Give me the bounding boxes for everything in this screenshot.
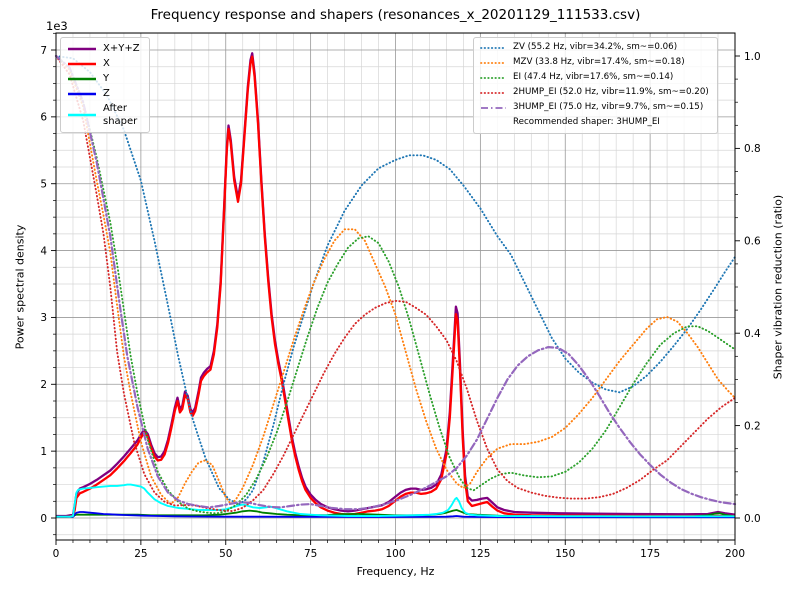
y-right-axis-label: Shaper vibration reduction (ratio)	[771, 194, 785, 380]
svg-text:0.8: 0.8	[744, 143, 761, 155]
curve-ei	[55, 55, 736, 515]
curve-after-shaper	[56, 483, 735, 518]
ei-legend-line-icon	[480, 77, 507, 79]
legend-item-y: Y	[67, 72, 140, 85]
2hump-ei-legend-line-icon	[480, 92, 507, 94]
svg-text:200: 200	[725, 548, 745, 560]
svg-text:175: 175	[640, 548, 660, 560]
svg-text:1: 1	[40, 446, 47, 458]
svg-text:0: 0	[40, 513, 47, 525]
y-legend-line-icon	[68, 77, 96, 80]
legend-label-mzv: MZV (33.8 Hz, vibr=17.4%, sm~=0.18)	[513, 57, 685, 68]
legend-item-2hump-ei: 2HUMP_EI (52.0 Hz, vibr=11.9%, sm~=0.20)	[480, 87, 709, 99]
curve-2hump-ei	[55, 55, 736, 513]
legend-label-z: Z	[103, 88, 110, 99]
sum-legend-line-icon	[68, 47, 96, 50]
y-left-axis-label: Power spectral density	[13, 224, 27, 350]
legend-label-x: X	[103, 58, 110, 69]
svg-text:1.0: 1.0	[744, 51, 761, 63]
y-axis-offset-label: 1e3	[46, 19, 68, 33]
svg-text:4: 4	[40, 245, 47, 257]
legend-item-z: Z	[67, 87, 140, 100]
legend-item-zv: ZV (55.2 Hz, vibr=34.2%, sm~=0.06)	[480, 42, 709, 54]
legend-psd: X+Y+Z X Y Z After shaper	[60, 37, 150, 133]
svg-text:6: 6	[40, 112, 47, 124]
svg-text:75: 75	[304, 548, 317, 560]
legend-label-ei: EI (47.4 Hz, vibr=17.6%, sm~=0.14)	[513, 72, 674, 83]
svg-text:2: 2	[40, 379, 47, 391]
x-legend-line-icon	[68, 62, 96, 65]
zv-legend-line-icon	[480, 47, 507, 49]
legend-label-after-shaper: After shaper	[103, 103, 138, 127]
legend-item-x: X	[67, 57, 140, 70]
legend-shapers: ZV (55.2 Hz, vibr=34.2%, sm~=0.06) MZV (3…	[473, 37, 718, 135]
recommended-shaper-text: Recommended shaper: 3HUMP_EI	[513, 117, 660, 127]
curve-zv	[55, 55, 736, 506]
svg-text:0.0: 0.0	[744, 513, 761, 525]
curve-x	[56, 55, 735, 518]
svg-text:150: 150	[555, 548, 575, 560]
series-curves	[54, 52, 737, 519]
z-legend-line-icon	[68, 92, 96, 95]
svg-text:50: 50	[219, 548, 232, 560]
after-shaper-legend-line-icon	[68, 113, 96, 117]
svg-text:5: 5	[40, 179, 47, 191]
legend-label-y: Y	[103, 73, 110, 84]
legend-label-3hump-ei: 3HUMP_EI (75.0 Hz, vibr=9.7%, sm~=0.15)	[513, 102, 704, 113]
3hump-ei-legend-line-icon	[481, 107, 506, 109]
tick-labels: 0 25 50 75 100 125 150 175 200 0 1 2 3 4 5 6 7 0.0 0.2 0.4 0…	[40, 45, 761, 560]
legend-item-after-shaper: After shaper	[67, 102, 140, 128]
svg-text:25: 25	[134, 548, 147, 560]
svg-text:0.2: 0.2	[744, 420, 761, 432]
legend-recommended-shaper: Recommended shaper: 3HUMP_EI	[513, 117, 709, 128]
svg-text:0.6: 0.6	[744, 236, 761, 248]
svg-text:125: 125	[470, 548, 490, 560]
curve-mzv	[55, 55, 736, 506]
legend-item-ei: EI (47.4 Hz, vibr=17.6%, sm~=0.14)	[480, 72, 709, 84]
svg-text:7: 7	[40, 45, 47, 57]
legend-item-3hump-ei: 3HUMP_EI (75.0 Hz, vibr=9.7%, sm~=0.15)	[480, 102, 709, 114]
legend-item-mzv: MZV (33.8 Hz, vibr=17.4%, sm~=0.18)	[480, 57, 709, 69]
legend-label-2hump-ei: 2HUMP_EI (52.0 Hz, vibr=11.9%, sm~=0.20)	[513, 87, 709, 98]
mzv-legend-line-icon	[480, 62, 507, 64]
svg-text:0.4: 0.4	[744, 328, 761, 340]
legend-label-zv: ZV (55.2 Hz, vibr=34.2%, sm~=0.06)	[513, 42, 678, 53]
curve-3hump-ei	[54, 54, 737, 511]
legend-item-sum: X+Y+Z	[67, 42, 140, 55]
x-axis-label: Frequency, Hz	[356, 565, 435, 578]
curve-z	[56, 511, 735, 519]
chart-title: Frequency response and shapers (resonanc…	[150, 7, 641, 23]
svg-text:0: 0	[53, 548, 60, 560]
axis-ticks	[51, 32, 740, 545]
svg-text:100: 100	[385, 548, 405, 560]
legend-label-sum: X+Y+Z	[103, 43, 140, 54]
svg-text:3: 3	[40, 312, 47, 324]
